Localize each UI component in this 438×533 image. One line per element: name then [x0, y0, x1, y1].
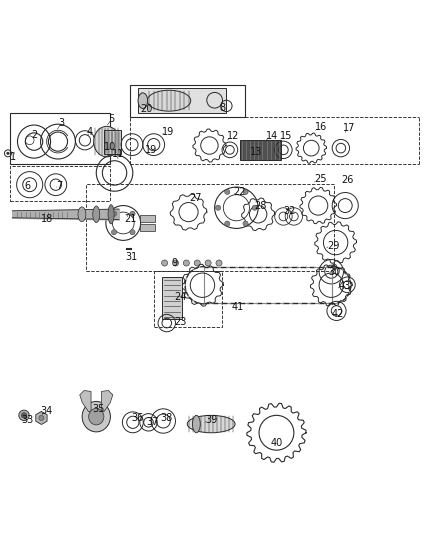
- Text: 28: 28: [254, 201, 266, 212]
- Circle shape: [216, 260, 222, 266]
- Ellipse shape: [88, 408, 104, 425]
- Text: 4: 4: [86, 126, 92, 136]
- Text: 19: 19: [145, 145, 157, 155]
- Text: 24: 24: [175, 292, 187, 302]
- Polygon shape: [80, 391, 91, 411]
- Circle shape: [21, 413, 27, 418]
- Circle shape: [162, 260, 168, 266]
- Ellipse shape: [147, 90, 191, 111]
- Circle shape: [111, 211, 117, 216]
- Bar: [10, 166, 110, 201]
- Ellipse shape: [93, 206, 100, 223]
- Text: 6: 6: [24, 181, 30, 191]
- Bar: [138, 88, 226, 113]
- Text: 31: 31: [125, 252, 138, 262]
- Text: 10: 10: [104, 142, 116, 152]
- Ellipse shape: [138, 93, 148, 109]
- Text: 27: 27: [189, 193, 202, 203]
- Text: 7: 7: [56, 181, 62, 191]
- Circle shape: [111, 230, 117, 235]
- Circle shape: [243, 221, 248, 226]
- Text: 17: 17: [343, 123, 355, 133]
- Text: 29: 29: [327, 240, 339, 251]
- Text: 15: 15: [280, 131, 292, 141]
- Text: 13: 13: [251, 148, 263, 157]
- Circle shape: [205, 260, 211, 266]
- Circle shape: [184, 260, 189, 266]
- Polygon shape: [36, 411, 47, 424]
- Circle shape: [194, 260, 200, 266]
- Text: 43: 43: [339, 281, 351, 291]
- Bar: [162, 277, 182, 319]
- Text: 14: 14: [266, 131, 278, 141]
- Circle shape: [39, 415, 44, 421]
- Ellipse shape: [192, 415, 200, 433]
- Text: 22: 22: [233, 187, 245, 197]
- Text: 40: 40: [270, 438, 283, 448]
- Text: 26: 26: [342, 175, 354, 185]
- Text: 8: 8: [219, 103, 225, 112]
- Text: 42: 42: [331, 309, 344, 319]
- Ellipse shape: [94, 126, 120, 157]
- Text: 2: 2: [31, 130, 37, 140]
- Ellipse shape: [187, 415, 235, 433]
- Ellipse shape: [78, 207, 86, 222]
- Bar: [140, 224, 155, 231]
- Text: 23: 23: [175, 317, 187, 327]
- Text: 20: 20: [140, 104, 152, 114]
- Text: 16: 16: [315, 122, 327, 132]
- Text: 5: 5: [108, 115, 114, 124]
- Circle shape: [130, 211, 135, 216]
- Text: 3: 3: [58, 118, 64, 128]
- Text: 30: 30: [328, 266, 341, 277]
- Bar: [130, 85, 245, 117]
- Circle shape: [252, 205, 257, 211]
- Ellipse shape: [82, 401, 110, 432]
- Bar: [240, 140, 281, 160]
- Text: 18: 18: [41, 214, 53, 224]
- Bar: [154, 271, 223, 327]
- Circle shape: [243, 189, 248, 195]
- Text: 12: 12: [227, 131, 239, 141]
- Text: 32: 32: [283, 206, 296, 216]
- Text: 41: 41: [232, 302, 244, 312]
- Text: 25: 25: [314, 174, 326, 184]
- Circle shape: [173, 260, 179, 266]
- Bar: [140, 215, 155, 222]
- Polygon shape: [102, 391, 113, 411]
- Text: 38: 38: [160, 413, 173, 423]
- Text: 21: 21: [124, 214, 137, 224]
- Text: 19: 19: [162, 126, 175, 136]
- Text: 9: 9: [171, 258, 177, 268]
- Text: 36: 36: [131, 413, 143, 423]
- Circle shape: [225, 189, 230, 195]
- Text: 11: 11: [113, 149, 125, 159]
- Text: 37: 37: [146, 417, 158, 427]
- Circle shape: [7, 152, 9, 155]
- Ellipse shape: [108, 205, 114, 224]
- Circle shape: [19, 410, 29, 421]
- Text: 39: 39: [205, 415, 217, 425]
- Text: 35: 35: [92, 404, 104, 414]
- Bar: [86, 184, 334, 271]
- Circle shape: [130, 230, 135, 235]
- Bar: [104, 130, 121, 154]
- Circle shape: [215, 205, 221, 211]
- Text: 34: 34: [41, 406, 53, 416]
- Circle shape: [225, 221, 230, 226]
- Text: 33: 33: [21, 415, 33, 425]
- Text: 1: 1: [10, 152, 16, 162]
- Bar: [10, 113, 110, 164]
